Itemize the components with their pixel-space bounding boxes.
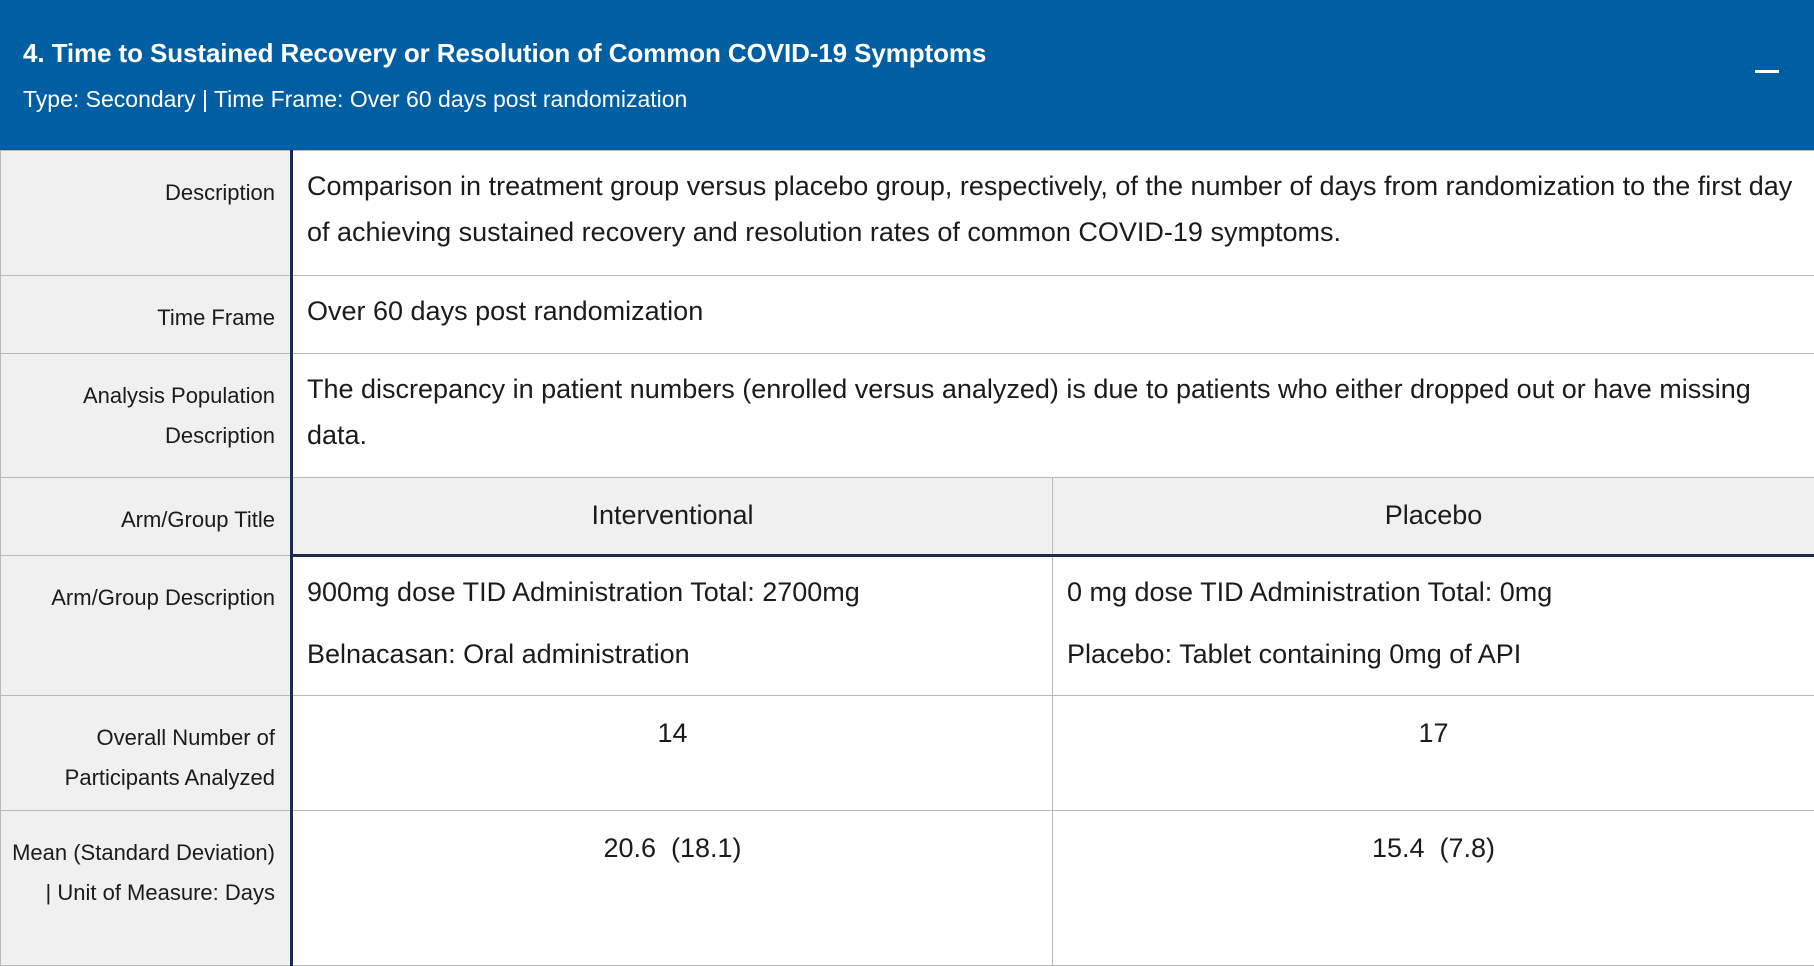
arm-description-line: Belnacasan: Oral administration	[307, 639, 690, 669]
participants-placebo: 17	[1052, 695, 1814, 811]
table-row-analysis-population: Analysis Population Description The disc…	[0, 353, 1814, 478]
table-row-arm-title: Arm/Group Title Interventional Placebo	[0, 477, 1814, 557]
outcome-header[interactable]: 4. Time to Sustained Recovery or Resolut…	[0, 0, 1814, 150]
arm-description-interventional: 900mg dose TID Administration Total: 270…	[291, 555, 1053, 696]
description-value: Comparison in treatment group versus pla…	[291, 150, 1814, 276]
outcome-subtitle: Type: Secondary | Time Frame: Over 60 da…	[23, 86, 688, 112]
arm-title-placebo: Placebo	[1052, 477, 1814, 557]
arm-description-line: 0 mg dose TID Administration Total: 0mg	[1067, 577, 1553, 607]
table-row-description: Description Comparison in treatment grou…	[0, 150, 1814, 276]
time-frame-value: Over 60 days post randomization	[291, 275, 1814, 354]
table-row-arm-description: Arm/Group Description 900mg dose TID Adm…	[0, 555, 1814, 696]
participants-interventional: 14	[291, 695, 1053, 811]
mean-placebo: 15.4 (7.8)	[1052, 810, 1814, 966]
table-row-mean: Mean (Standard Deviation) | Unit of Meas…	[0, 810, 1814, 966]
row-label: Mean (Standard Deviation) | Unit of Meas…	[0, 810, 293, 966]
mean-interventional: 20.6 (18.1)	[291, 810, 1053, 966]
table-row-participants: Overall Number of Participants Analyzed …	[0, 695, 1814, 811]
row-label: Arm/Group Description	[0, 555, 293, 696]
row-label: Arm/Group Title	[0, 477, 293, 556]
outcome-title: 4. Time to Sustained Recovery or Resolut…	[23, 38, 987, 68]
row-label: Overall Number of Participants Analyzed	[0, 695, 293, 811]
collapse-button[interactable]	[1745, 46, 1785, 86]
table-row-time-frame: Time Frame Over 60 days post randomizati…	[0, 275, 1814, 354]
row-label: Description	[0, 150, 293, 276]
minus-icon	[1755, 70, 1779, 73]
analysis-population-value: The discrepancy in patient numbers (enro…	[291, 353, 1814, 478]
outcome-table: Description Comparison in treatment grou…	[0, 150, 1814, 966]
arm-title-interventional: Interventional	[291, 477, 1053, 557]
row-label: Time Frame	[0, 275, 293, 354]
row-label: Analysis Population Description	[0, 353, 293, 478]
arm-description-line: Placebo: Tablet containing 0mg of API	[1067, 639, 1522, 669]
arm-description-line: 900mg dose TID Administration Total: 270…	[307, 577, 860, 607]
arm-description-placebo: 0 mg dose TID Administration Total: 0mg …	[1052, 555, 1814, 696]
